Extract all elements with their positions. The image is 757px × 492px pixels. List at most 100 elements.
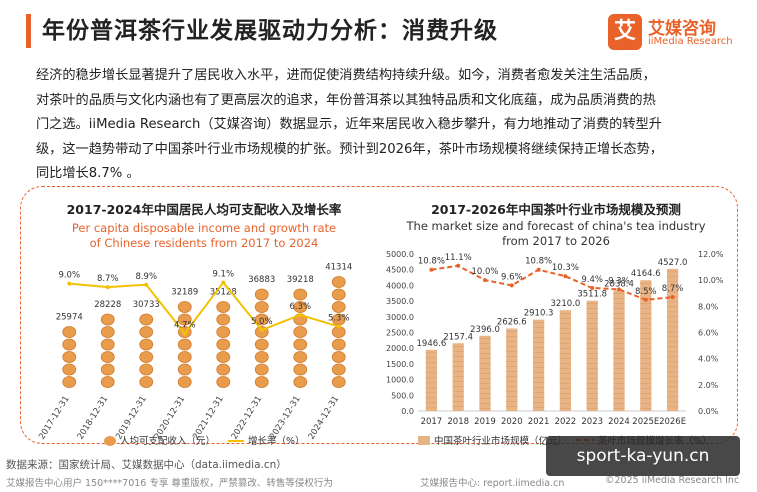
income-bar-coin <box>254 338 269 351</box>
page-title: 年份普洱茶行业发展驱动力分析：消费升级 <box>42 18 498 44</box>
income-bar-coin <box>254 288 269 301</box>
income-bar-coin <box>62 351 77 363</box>
tea-growth-label: 11.1% <box>445 253 472 263</box>
legend-income-label: 人均可支配收入（元） <box>120 435 215 447</box>
chart2-title: 2017-2026年中国茶叶行业市场规模及预测 <box>431 202 681 217</box>
income-bar-coin <box>177 363 192 376</box>
income-bar-coin <box>62 363 77 376</box>
tea-y2-tick: 2.0% <box>698 381 719 390</box>
footer-copyright-note: 艾媒报告中心用户 150****7016 专享 尊重版权，严禁篡改、转售等侵权行… <box>6 478 333 489</box>
tea-growth-point <box>643 297 648 302</box>
tea-market-bar <box>559 310 572 411</box>
income-bar-coin <box>254 313 269 326</box>
title-accent-bar <box>26 14 31 48</box>
tea-y-tick: 2500.0 <box>386 329 414 338</box>
tea-growth-point <box>590 286 595 291</box>
legend-growth-label: 增长率（%） <box>248 435 305 447</box>
income-chart: 2017-2024年中国居民人均可支配收入及增长率 Per capita disp… <box>37 202 352 447</box>
income-bar-coin <box>62 338 77 351</box>
growth-rate-label: 8.7% <box>97 274 119 284</box>
tea-y-tick: 4500.0 <box>386 266 414 275</box>
growth-rate-point <box>259 328 264 332</box>
growth-rate-label: 8.9% <box>135 272 157 282</box>
tea-y2-tick: 10.0% <box>698 276 724 285</box>
tea-y-tick: 3000.0 <box>386 313 414 322</box>
income-bar-coin <box>216 326 231 338</box>
body-paragraph: 经济的稳步增长显著提升了居民收入水平，进而促使消费结构持续升级。如今，消费者愈发… <box>36 64 726 187</box>
tea-value-label: 3210.0 <box>551 299 581 309</box>
tea-market-bar <box>452 343 464 411</box>
footer-report-link[interactable]: 艾媒报告中心: report.iimedia.cn <box>420 478 565 489</box>
chart2-subtitle: from 2017 to 2026 <box>502 234 610 248</box>
footer-copyright: ©2025 iiMedia Research Inc <box>605 475 740 486</box>
body-line: 同比增长8.7% 。 <box>36 166 140 182</box>
income-bar-coin <box>139 363 154 376</box>
tea-y2-tick: 6.0% <box>698 329 719 338</box>
income-x-tick: 2019-12-31 <box>114 394 149 441</box>
growth-rate-line <box>69 280 340 336</box>
income-value-label: 41314 <box>325 263 352 273</box>
income-bar-coin <box>100 351 115 363</box>
tea-x-tick: 2023 <box>581 417 603 427</box>
income-bar-coin <box>177 338 192 351</box>
income-bar-coin <box>139 338 154 351</box>
chart2-subtitle: The market size and forecast of china's … <box>406 219 706 233</box>
tea-y-tick: 5000.0 <box>386 250 414 259</box>
income-bar-coin <box>62 376 77 388</box>
tea-value-label: 2626.6 <box>497 318 527 328</box>
income-bar-coin <box>293 288 308 301</box>
tea-growth-point <box>536 267 541 272</box>
income-bar-coin <box>293 326 308 338</box>
income-bar-coin <box>331 301 346 313</box>
income-bar-coin <box>100 338 115 351</box>
tea-growth-point <box>456 263 461 268</box>
income-x-tick: 2017-12-31 <box>37 394 72 441</box>
income-bar-coin <box>216 301 231 313</box>
legend-tea-size-swatch <box>418 436 430 445</box>
tea-x-tick: 2025E <box>632 417 659 427</box>
tea-market-bar <box>479 335 491 411</box>
income-bar-coin <box>177 301 192 313</box>
growth-rate-point <box>336 324 341 329</box>
income-bar-coin <box>100 326 115 338</box>
tea-x-tick: 2019 <box>474 417 496 427</box>
income-bar-coin <box>254 351 269 363</box>
income-bar-coin <box>216 376 231 388</box>
logo-name-en: iiMedia Research <box>648 36 733 47</box>
tea-market-bar <box>532 319 545 411</box>
income-bar-coin <box>254 363 269 376</box>
income-x-tick: 2022-12-31 <box>230 394 265 441</box>
income-value-label: 35128 <box>210 288 237 298</box>
tea-y2-tick: 0.0% <box>698 407 719 416</box>
tea-y-tick: 3500.0 <box>386 297 414 306</box>
income-bar-coin <box>331 288 346 301</box>
income-bar-coin <box>177 351 192 363</box>
growth-rate-label: 9.0% <box>58 271 80 281</box>
logo-name-cn: 艾媒咨询 <box>648 19 716 39</box>
tea-value-label: 3511.8 <box>577 290 607 300</box>
body-line: 对茶叶的品质与文化内涵也有了更高层次的追求，年份普洱茶以其独特品质和文化底蕴，成… <box>36 92 656 108</box>
chart1-subtitle: Per capita disposable income and growth … <box>72 221 336 235</box>
income-bar-coin <box>100 313 115 326</box>
tea-market-bar <box>640 280 652 411</box>
tea-value-label: 2838.4 <box>604 279 634 289</box>
tea-value-label: 4527.0 <box>658 258 688 268</box>
tea-x-tick: 2018 <box>447 417 469 427</box>
income-bar-coin <box>254 376 269 388</box>
income-bar-coin <box>331 376 346 388</box>
growth-rate-label: 4.7% <box>174 320 196 330</box>
income-bar-coin <box>139 313 154 326</box>
income-value-label: 32189 <box>171 288 198 298</box>
income-bar-coin <box>293 376 308 388</box>
income-bar-coin <box>100 363 115 376</box>
income-bar-coin <box>100 376 115 388</box>
tea-market-bar <box>425 349 438 411</box>
chart1-subtitle: of Chinese residents from 2017 to 2024 <box>90 236 319 250</box>
tea-growth-label: 9.4% <box>581 275 603 285</box>
tea-y-tick: 2000.0 <box>386 344 414 353</box>
chart1-title: 2017-2024年中国居民人均可支配收入及增长率 <box>67 202 342 217</box>
growth-rate-label: 6.3% <box>289 302 311 312</box>
growth-rate-label: 5.3% <box>328 314 350 324</box>
tea-growth-label: 10.8% <box>525 257 552 267</box>
income-bar-coin <box>331 338 346 351</box>
